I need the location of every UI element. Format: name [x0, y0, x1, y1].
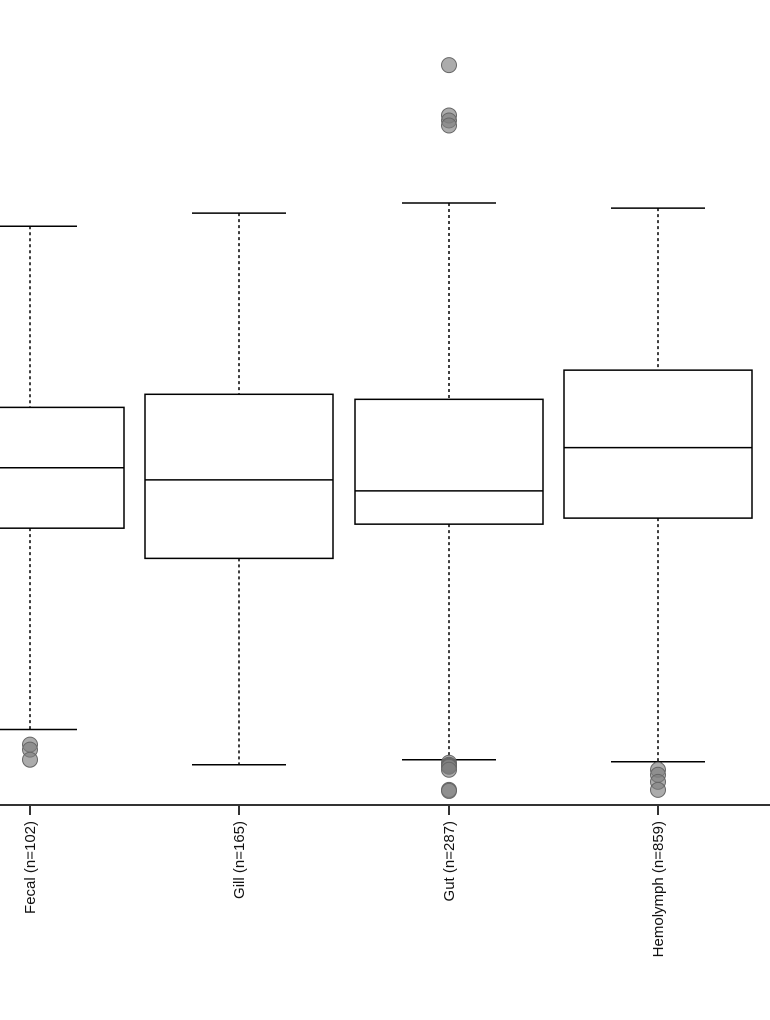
- x-tick-label-4: Hemolymph (n=859): [650, 821, 667, 957]
- group-2-box: [144, 393, 334, 560]
- group-4-box: [563, 369, 753, 519]
- group-3-box: [354, 398, 544, 525]
- x-tick-label-1: Fecal (n=102): [22, 821, 39, 914]
- group-4-outlier-4: [650, 781, 666, 798]
- x-tick-label-3: Gut (n=287): [441, 821, 458, 901]
- x-tick-label-2: Gill (n=165): [231, 821, 248, 899]
- group-3-outlier-1: [441, 57, 457, 74]
- group-1-outlier-3: [22, 751, 38, 768]
- group-3-outlier-9: [441, 761, 457, 778]
- group-3-outlier-4: [441, 117, 457, 134]
- group-3-outlier-11: [441, 782, 457, 799]
